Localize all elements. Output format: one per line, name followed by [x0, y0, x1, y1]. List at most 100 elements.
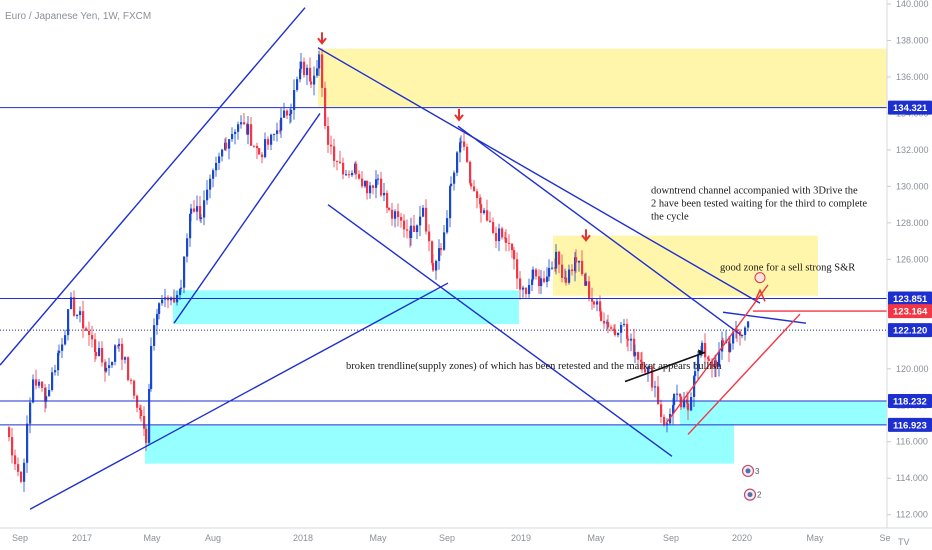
trend-line — [327, 204, 673, 457]
candle-body — [473, 186, 476, 192]
candle-body — [575, 257, 578, 263]
price-tag — [888, 291, 932, 306]
annotation-text: good zone for a sell strong S&R — [720, 262, 855, 273]
candle-body — [14, 455, 17, 465]
candle-body — [179, 288, 182, 296]
time-axis[interactable]: Sep 2017 May Aug 2018 May Sep 2019 May Sep 2020 May… — [12, 533, 891, 543]
candle-body — [258, 148, 261, 155]
candle-body — [243, 122, 246, 125]
candle-body — [190, 208, 193, 214]
candle-body — [406, 229, 409, 231]
candle-body — [73, 297, 76, 316]
candle-body — [293, 89, 296, 110]
candle-body — [410, 225, 413, 239]
candle-body — [540, 278, 543, 287]
candle-body — [296, 79, 299, 90]
candle-body — [61, 344, 64, 351]
candle-body — [440, 248, 443, 250]
x-tick-label: May — [806, 533, 824, 543]
candle-body — [469, 161, 472, 184]
candle-body — [196, 206, 199, 212]
candle-body — [511, 243, 514, 251]
candle-body — [88, 330, 91, 335]
candle-body — [641, 361, 644, 370]
price-tag-label: 116.923 — [893, 420, 927, 431]
event-count-label: 3 — [755, 467, 760, 476]
candle-body — [651, 366, 654, 388]
candle-body — [82, 311, 85, 329]
candle-body — [558, 251, 561, 265]
trend-line — [29, 282, 449, 510]
candle-body — [578, 260, 581, 263]
candle-body — [721, 340, 724, 352]
candle-body — [279, 130, 282, 132]
candle-body — [640, 359, 643, 362]
candle-body — [250, 124, 253, 146]
candle-body — [366, 181, 369, 194]
candle-body — [108, 365, 111, 369]
zone-rect — [173, 290, 519, 325]
candle-body — [58, 350, 61, 354]
price-tag — [888, 417, 932, 432]
candle-body — [318, 54, 321, 69]
marks-layer: 32 — [317, 32, 766, 501]
candle-body — [470, 183, 473, 187]
candle-body — [435, 260, 438, 271]
candle-body — [722, 340, 725, 344]
candle-body — [91, 334, 94, 340]
candle-body — [516, 259, 519, 279]
candle-body — [225, 142, 228, 149]
trend-line — [317, 47, 761, 304]
candle-body — [388, 207, 391, 210]
candle-body — [498, 228, 501, 242]
candle-body — [687, 403, 690, 411]
zones-layer — [145, 48, 887, 464]
candle-body — [44, 387, 47, 402]
candle-body — [247, 124, 250, 135]
candle-body — [67, 309, 70, 336]
candle-body — [237, 124, 240, 132]
candle-body — [206, 189, 209, 201]
candle-body — [153, 325, 156, 346]
candle-body — [588, 281, 591, 299]
candle-body — [234, 131, 237, 135]
candle-body — [663, 416, 666, 426]
candle-body — [600, 311, 603, 321]
candle-body — [339, 161, 342, 163]
candle-body — [630, 338, 633, 341]
candle-body — [397, 211, 400, 218]
candle-body — [118, 343, 121, 346]
price-tag — [888, 394, 932, 409]
candle-body — [348, 174, 351, 176]
candle-body — [189, 213, 192, 239]
candle-body — [193, 208, 196, 212]
candle-body — [501, 228, 504, 238]
candle-body — [535, 269, 538, 277]
candle-body — [479, 198, 482, 205]
price-tags: 134.321 123.851 123.164 122.120 118.232 116.9… — [888, 100, 932, 432]
price-tag-label: 123.164 — [893, 307, 928, 318]
candle-body — [327, 126, 330, 145]
candle-body — [261, 154, 264, 158]
candle-body — [299, 68, 302, 80]
candle-body — [121, 343, 124, 360]
candle-body — [599, 301, 602, 312]
candle-body — [647, 367, 650, 373]
candle-body — [54, 370, 57, 373]
candle-body — [143, 416, 146, 429]
up-arrow — [754, 288, 766, 302]
candle-body — [183, 256, 186, 288]
candle-body — [148, 388, 151, 443]
annotation-text: the cycle — [651, 212, 689, 223]
x-tick-label: May — [369, 533, 387, 543]
candle-body — [32, 379, 35, 403]
candle-body — [321, 54, 324, 88]
candle-body — [626, 323, 629, 339]
candle-body — [133, 380, 136, 396]
y-tick-label: 116.000 — [896, 437, 928, 447]
candle-body — [212, 170, 215, 179]
candle-body — [693, 376, 696, 397]
candle-body — [316, 68, 319, 76]
candle-body — [425, 207, 428, 232]
